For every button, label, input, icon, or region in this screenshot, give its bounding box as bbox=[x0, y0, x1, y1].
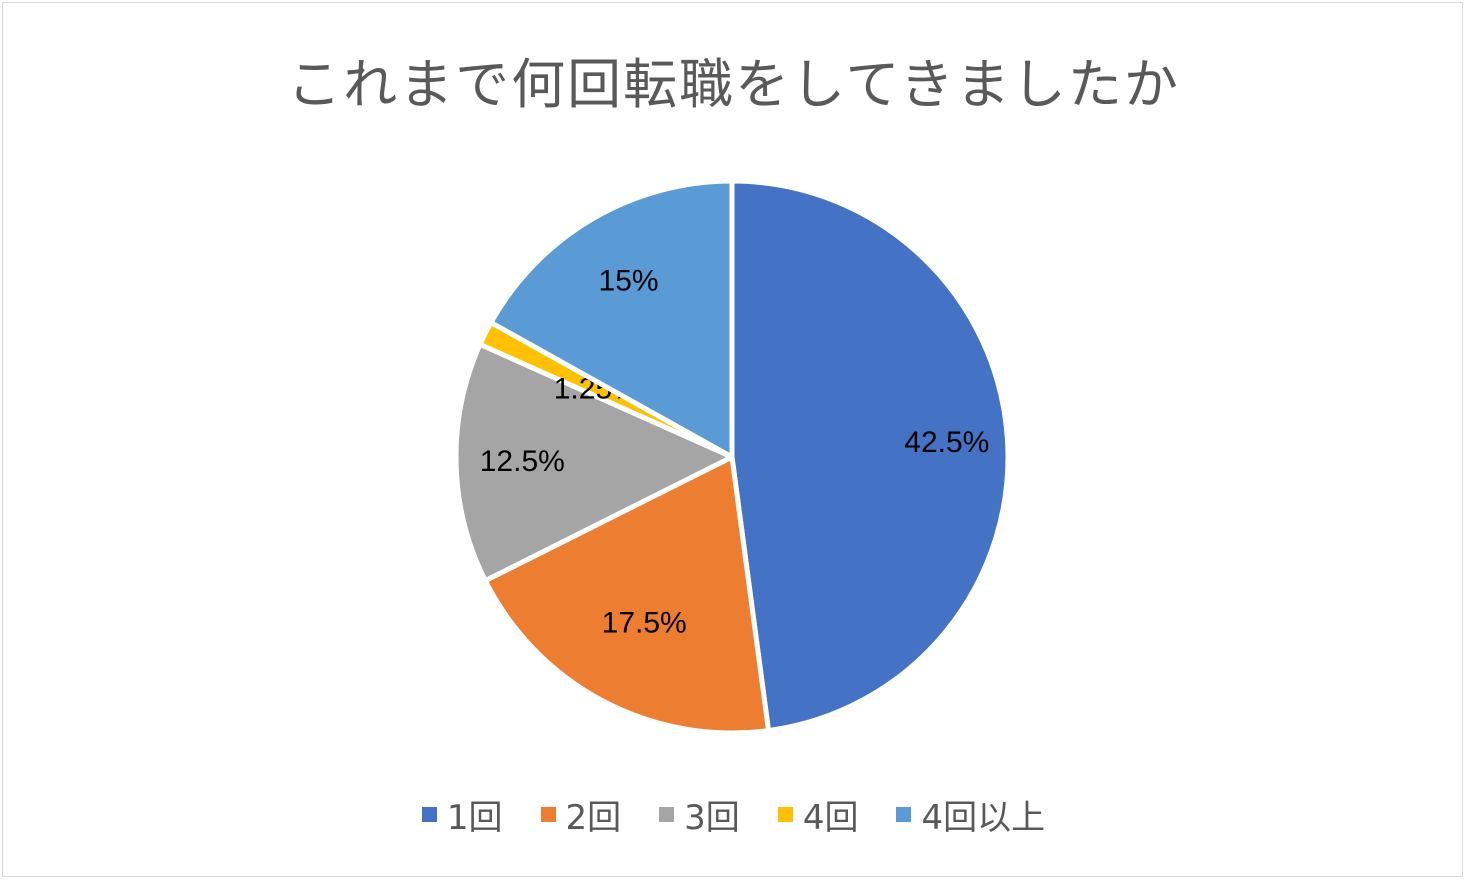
pie-slice-2 bbox=[482, 454, 772, 736]
legend-swatch-4 bbox=[777, 807, 793, 822]
legend-label-2: 2回 bbox=[565, 798, 622, 838]
legend-item-5: 4回以上 bbox=[896, 790, 1045, 839]
legend-label-3: 3回 bbox=[684, 798, 740, 838]
legend-swatch-1 bbox=[421, 807, 437, 822]
legend-label-5: 4回以上 bbox=[921, 798, 1046, 838]
legend-swatch-3 bbox=[659, 807, 675, 822]
data-label-1: 42.5% bbox=[904, 426, 989, 459]
pie-slice-3 bbox=[453, 341, 735, 584]
pie-slice-5 bbox=[488, 178, 735, 460]
pie-slice-1 bbox=[729, 178, 1011, 734]
legend-item-2: 2回 bbox=[540, 790, 622, 839]
legend-label-4: 4回 bbox=[802, 798, 859, 838]
data-label-3: 12.5% bbox=[480, 445, 565, 478]
data-label-5: 15% bbox=[599, 264, 659, 297]
legend-item-3: 3回 bbox=[659, 790, 740, 839]
legend-label-1: 1回 bbox=[446, 798, 503, 838]
chart-title: これまで何回転職をしてきましたか bbox=[287, 53, 1180, 116]
legend-swatch-2 bbox=[540, 807, 556, 822]
data-label-2: 17.5% bbox=[602, 606, 687, 639]
legend-swatch-5 bbox=[896, 807, 912, 822]
chart-legend: 1回 2回 3回 4回 4回以上 bbox=[0, 790, 1467, 839]
legend-item-4: 4回 bbox=[777, 790, 859, 839]
legend-item-1: 1回 bbox=[421, 790, 503, 839]
